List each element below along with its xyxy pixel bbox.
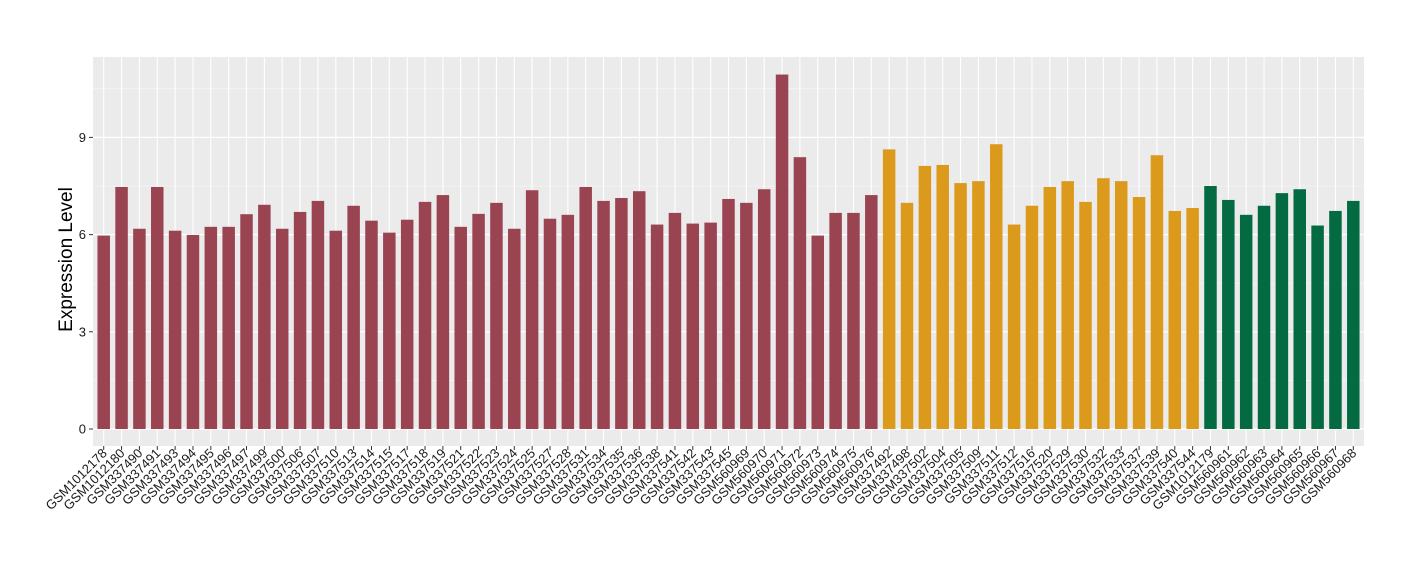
bar-GSM337505 [954,183,967,429]
bar-GSM1012178 [97,235,110,429]
bar-GSM1012180 [115,186,128,429]
bar-GSM337518 [418,201,432,429]
bar-GSM337523 [490,202,503,429]
bar-GSM337491 [151,186,164,429]
bar-GSM560975 [847,212,860,429]
bar-GSM560964 [1275,193,1289,429]
bar-GSM1012179 [1204,186,1217,429]
bar-GSM337512 [1007,224,1021,429]
bar-GSM337521 [454,226,467,429]
bars [97,74,1360,430]
y-tick-label: 3 [79,324,86,339]
bar-GSM337506 [293,211,307,429]
bar-GSM337540 [1168,210,1182,429]
bar-GSM337520 [1043,186,1057,429]
y-axis: 0 3 6 9 [79,130,93,437]
bar-GSM337543 [704,222,717,429]
bar-GSM337502 [918,165,932,430]
bar-GSM337541 [668,212,682,429]
bar-GSM560967 [1329,210,1342,429]
bar-GSM337511 [990,144,1003,430]
bar-GSM337500 [275,228,289,429]
bar-GSM560969 [740,202,753,429]
bar-GSM337507 [311,200,325,429]
bar-GSM337513 [347,205,360,429]
bar-GSM337530 [1079,201,1092,429]
bar-GSM337514 [365,220,378,429]
bar-GSM337495 [204,226,218,429]
y-tick-label: 0 [79,422,86,437]
bar-GSM337492 [882,149,896,429]
bar-GSM337517 [400,219,414,429]
bar-GSM337539 [1150,155,1164,429]
bar-GSM560963 [1257,205,1271,429]
bar-GSM560974 [829,212,842,429]
bar-GSM337510 [329,230,343,429]
bar-GSM337497 [240,214,253,429]
y-tick-label: 9 [79,130,86,145]
bar-GSM337536 [632,191,646,429]
bar-GSM560962 [1239,214,1253,429]
bar-GSM560971 [775,74,789,429]
bar-GSM337519 [436,195,450,429]
bar-GSM337493 [168,230,182,429]
bar-GSM560970 [757,189,771,429]
bar-GSM337532 [1097,178,1110,429]
bar-GSM337542 [686,223,700,429]
bar-GSM337525 [525,190,539,429]
bar-GSM337509 [972,181,985,429]
bar-GSM337544 [1186,208,1199,429]
bar-GSM560972 [793,157,807,429]
x-axis: GSM1012178GSM1012180GSM337490GSM337491GS… [42,446,1359,513]
bar-GSM337515 [383,232,396,429]
bar-GSM337516 [1025,205,1039,429]
bar-GSM560965 [1293,189,1306,429]
bar-GSM337496 [222,226,235,429]
bar-GSM560968 [1347,200,1360,429]
bar-GSM337535 [615,197,628,429]
y-tick-label: 6 [79,227,86,242]
bar-GSM560966 [1311,225,1324,429]
bar-GSM337528 [561,214,575,429]
bar-GSM337533 [1114,181,1128,429]
bar-GSM337490 [133,228,146,429]
bar-GSM337498 [900,202,914,429]
y-axis-title: Expression Level [56,187,77,332]
bar-GSM337522 [472,213,485,429]
bar-GSM337529 [1061,181,1074,429]
bar-GSM337531 [579,186,592,429]
bar-GSM337499 [258,204,271,429]
bar-GSM337524 [508,228,521,429]
bar-GSM560961 [1222,199,1235,429]
bar-GSM337537 [1132,197,1146,429]
bar-GSM560973 [811,235,825,429]
bar-GSM560976 [865,195,878,429]
bar-GSM337534 [597,200,610,429]
bar-GSM337527 [543,218,557,429]
bar-GSM337538 [650,224,664,429]
bar-GSM337545 [722,198,735,429]
bar-GSM337494 [186,234,200,429]
bar-GSM337504 [936,164,949,429]
